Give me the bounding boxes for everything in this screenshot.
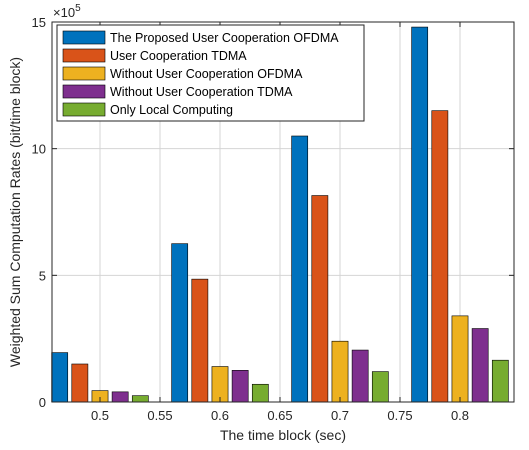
- legend-label: User Cooperation TDMA: [110, 49, 247, 63]
- bar: [351, 349, 369, 403]
- y-tick-label: 5: [39, 268, 46, 283]
- y-tick-label: 15: [32, 15, 46, 30]
- y-axis-multiplier-exponent: 5: [75, 3, 81, 14]
- bar: [71, 363, 89, 403]
- bar: [371, 371, 389, 403]
- x-tick-label: 0.7: [331, 408, 349, 423]
- bar: [111, 391, 129, 403]
- bar: [231, 370, 249, 403]
- x-tick-label: 0.55: [147, 408, 172, 423]
- bar: [291, 135, 309, 403]
- bar: [331, 340, 349, 403]
- y-axis-multiplier: ×105: [53, 3, 81, 20]
- bar: [51, 352, 69, 403]
- y-tick-label: 0: [39, 395, 46, 410]
- bar: [491, 359, 509, 403]
- bar: [311, 195, 329, 403]
- x-axis-label: The time block (sec): [220, 427, 346, 443]
- y-axis-label: Weighted Sum Computation Rates (bit/time…: [7, 57, 23, 367]
- x-tick-label: 0.65: [267, 408, 292, 423]
- y-axis-ticks: 0 5 10 15: [32, 15, 514, 410]
- legend-label: Only Local Computing: [110, 103, 233, 117]
- bar: [171, 243, 189, 403]
- bar: [431, 110, 449, 403]
- bar: [191, 278, 209, 403]
- bar: [251, 383, 269, 403]
- x-tick-label: 0.75: [387, 408, 412, 423]
- legend-label: Without User Cooperation OFDMA: [110, 67, 303, 81]
- y-tick-label: 10: [32, 142, 46, 157]
- x-tick-label: 0.5: [91, 408, 109, 423]
- legend-box: [56, 24, 365, 122]
- legend-swatch: [62, 30, 106, 45]
- plot-frame: [51, 21, 515, 403]
- bar: [131, 395, 149, 403]
- legend-swatch: [62, 102, 106, 117]
- bars: [51, 26, 509, 403]
- legend-swatch: [62, 48, 106, 63]
- legend-swatch: [62, 66, 106, 81]
- legend-label: Without User Cooperation TDMA: [110, 85, 293, 99]
- legend-label: The Proposed User Cooperation OFDMA: [110, 31, 339, 45]
- bar: [451, 315, 469, 403]
- x-axis-ticks: 0.5 0.55 0.6 0.65 0.7 0.75 0.8: [91, 22, 469, 423]
- x-tick-label: 0.6: [211, 408, 229, 423]
- bar: [211, 366, 229, 403]
- bar: [411, 26, 429, 403]
- legend: The Proposed User Cooperation OFDMA User …: [56, 24, 365, 122]
- bar: [471, 328, 489, 403]
- legend-swatch: [62, 84, 106, 99]
- x-tick-label: 0.8: [451, 408, 469, 423]
